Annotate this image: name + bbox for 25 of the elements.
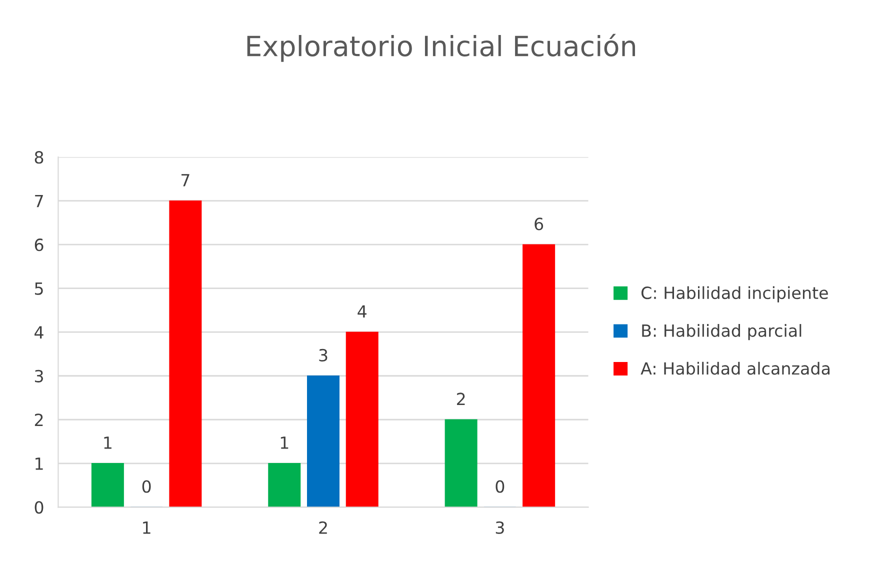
x-tick-label: 2: [319, 521, 327, 534]
y-tick-label: 8: [34, 151, 44, 164]
data-label: 2: [456, 392, 465, 406]
data-label: 3: [319, 348, 328, 362]
data-label: 6: [534, 218, 544, 230]
data-label: 1: [280, 436, 288, 449]
x-tick-label: 3: [496, 521, 504, 534]
legend-label: C: Habilidad incipiente: [641, 286, 828, 302]
data-label: 1: [104, 436, 112, 449]
data-label: 4: [358, 305, 366, 318]
chart-title: Exploratorio Inicial Ecuación: [247, 34, 636, 62]
data-label: 0: [496, 480, 504, 493]
y-tick-label: 0: [34, 501, 44, 514]
x-tick-label: 1: [143, 522, 150, 534]
y-tick-label: 7: [35, 195, 43, 208]
data-label: 7: [181, 174, 190, 186]
data-label: 0: [142, 480, 151, 493]
y-tick-label: 2: [34, 414, 43, 426]
y-tick-label: 3: [34, 370, 43, 382]
y-tick-label: 5: [35, 282, 43, 295]
y-tick-label: 6: [34, 238, 44, 252]
y-tick-label: 1: [36, 458, 43, 470]
y-tick-label: 4: [34, 326, 44, 338]
legend-label: B: Habilidad parcial: [642, 324, 802, 340]
legend-label: A: Habilidad alcanzada: [640, 362, 830, 375]
